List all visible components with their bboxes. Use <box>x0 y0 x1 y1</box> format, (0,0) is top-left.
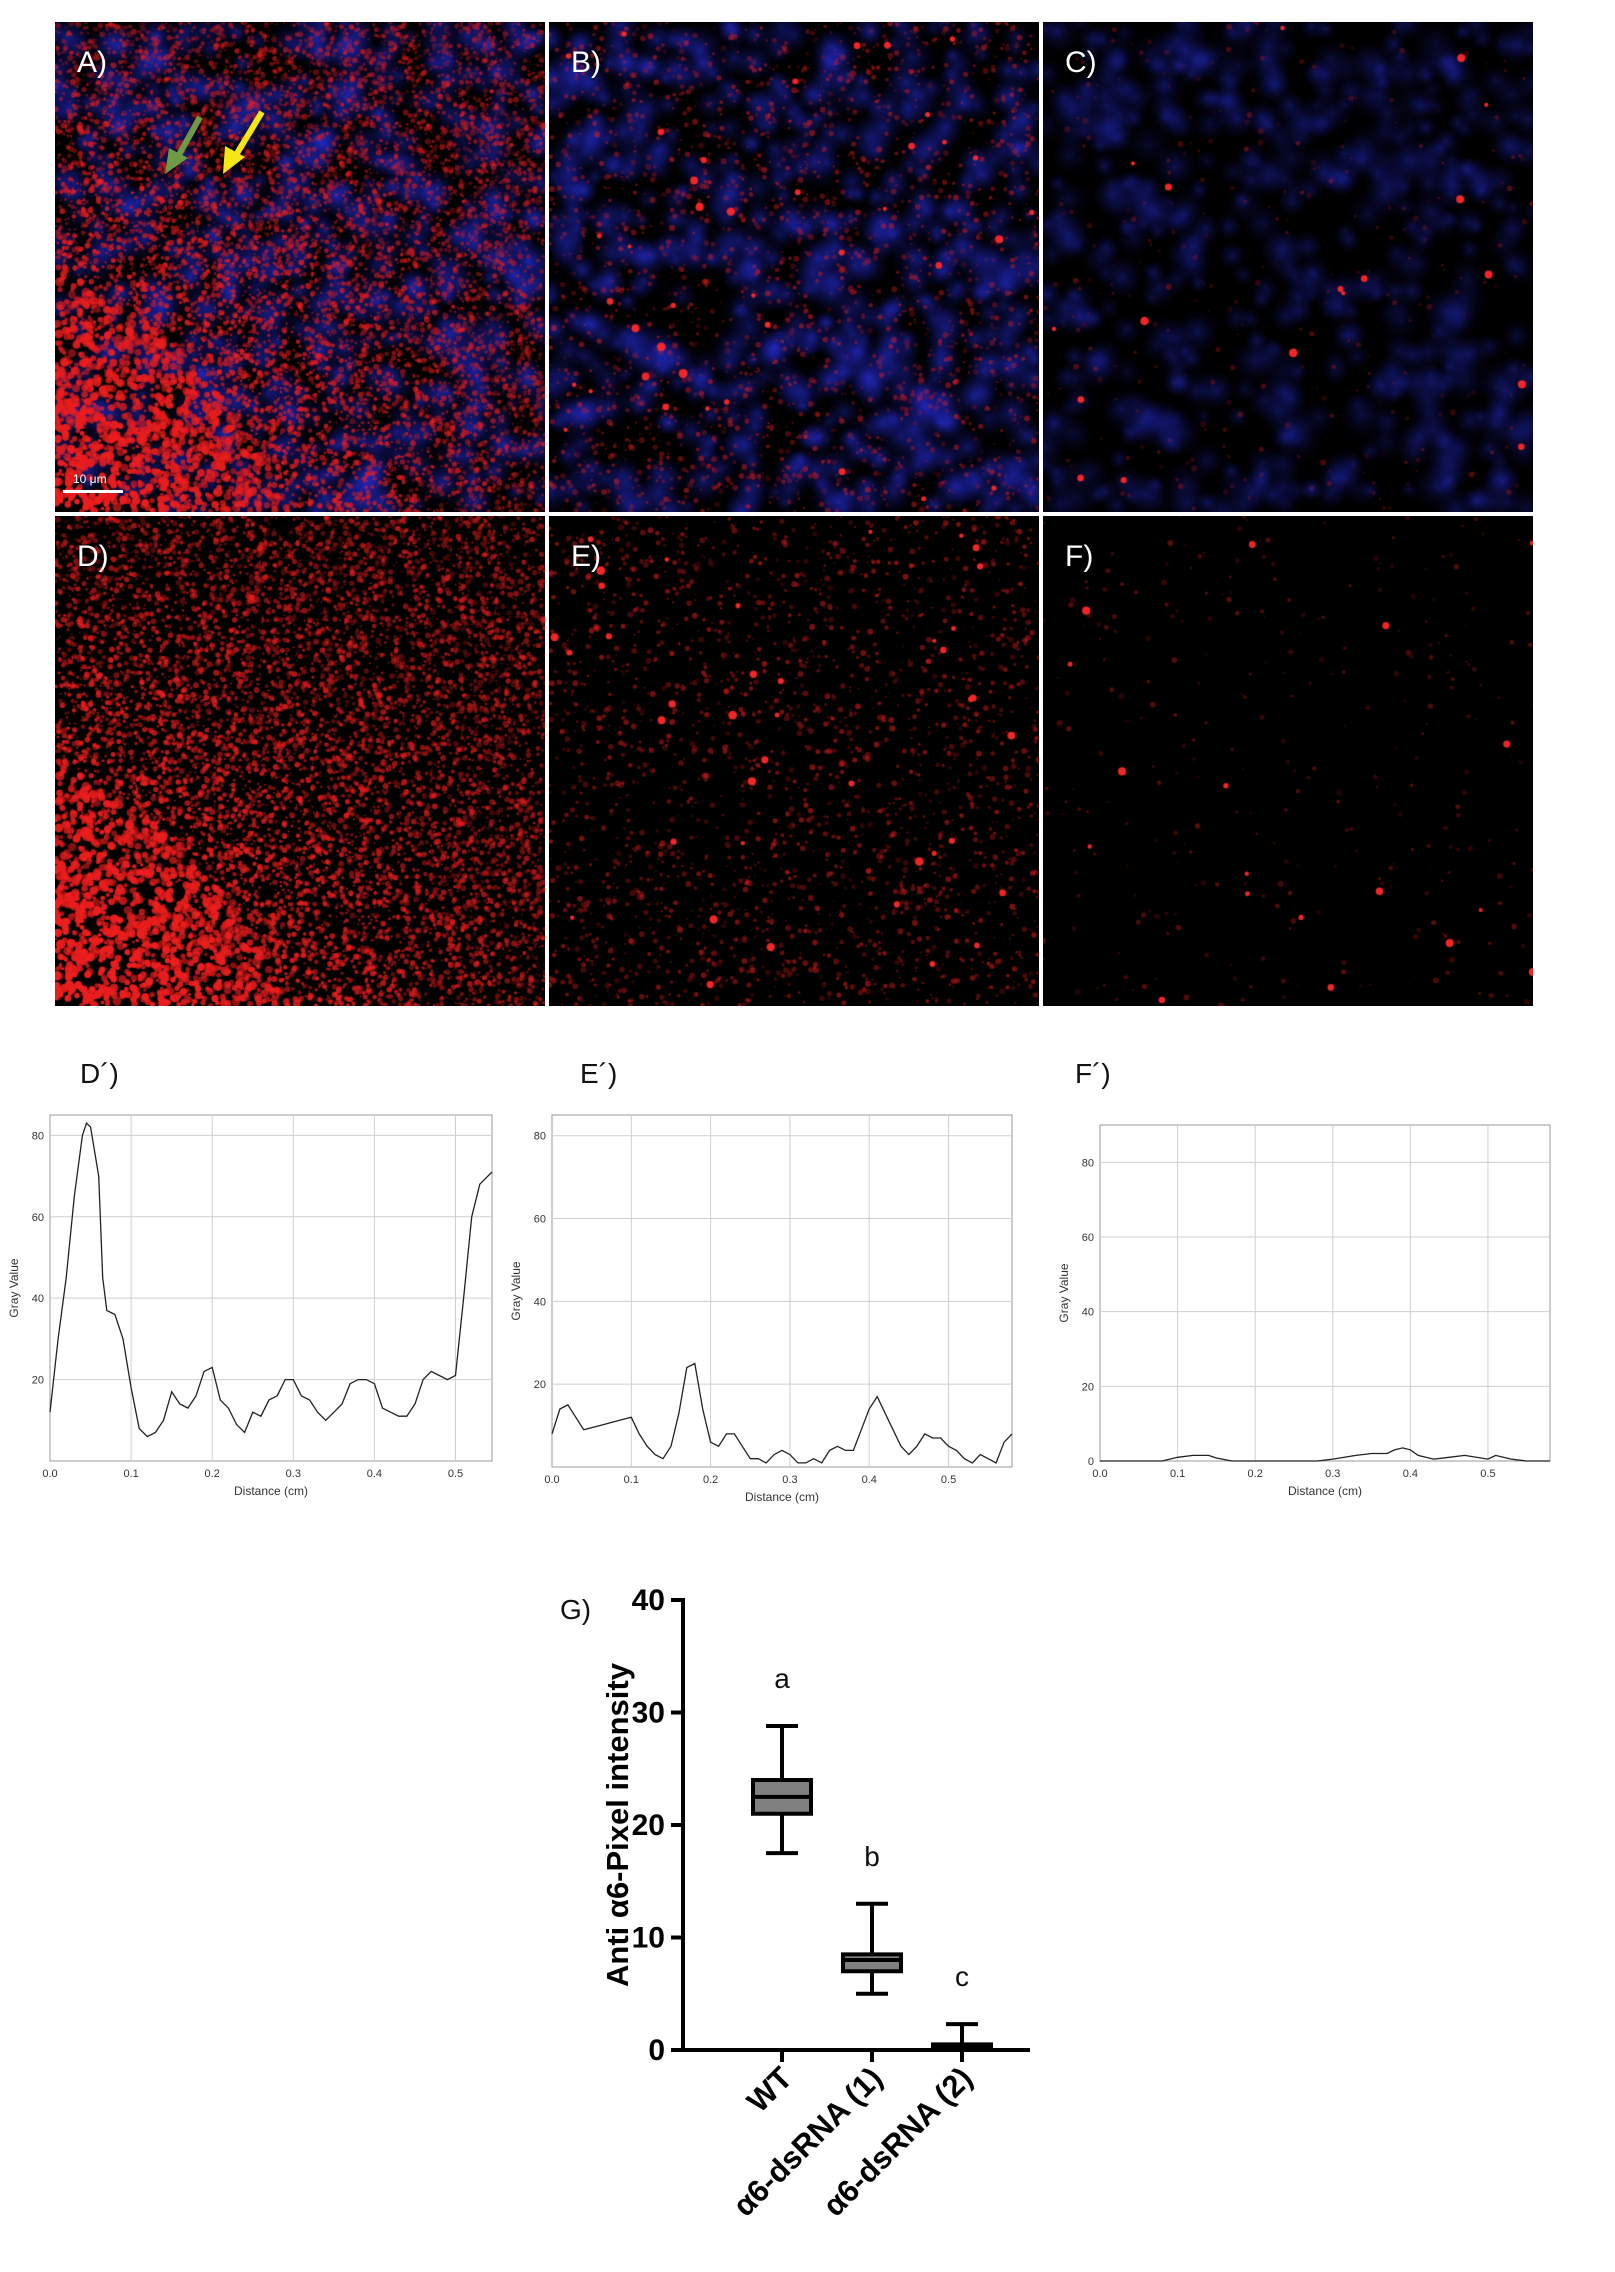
y-axis-label: Gray Value <box>510 1261 523 1320</box>
y-axis-label: Gray Value <box>1057 1263 1071 1322</box>
profile-chart-e: 0.0 0.1 0.2 0.3 0.4 0.5 20 40 60 80 Distance (cm) G… <box>510 1114 1013 1504</box>
plot-frame <box>49 1114 493 1462</box>
x-tick-label: 0.1 <box>123 1468 138 1480</box>
profile-line <box>49 1121 493 1438</box>
panel-label-a: A) <box>77 46 107 79</box>
x-tick-label: 0.5 <box>1480 1468 1495 1480</box>
x-tick-label: 0.0 <box>544 1474 559 1486</box>
profile-chart-d: 0.0 0.1 0.2 0.3 0.4 0.5 20 40 60 80 Distance (cm) G… <box>7 1114 493 1498</box>
micrograph-f <box>1043 516 1533 1006</box>
x-tick-label: 0.1 <box>624 1474 639 1486</box>
panel-d: D) <box>55 516 545 1006</box>
x-tick-label: 0.2 <box>703 1474 718 1486</box>
panel-b: B) <box>549 22 1039 512</box>
y-axis-label: Gray Value <box>7 1258 21 1317</box>
profile-label-d: D´) <box>80 1058 119 1089</box>
panel-label-c: C) <box>1065 46 1097 79</box>
profile-line <box>1100 1447 1550 1462</box>
profile-line <box>551 1362 1013 1464</box>
y-tick-label: 80 <box>1082 1157 1094 1169</box>
y-tick-label: 10 <box>632 1922 665 1955</box>
micrograph-b <box>549 22 1039 512</box>
panel-f: F) <box>1043 516 1533 1006</box>
y-axis-label: Anti α6-Pixel intensity <box>600 1662 635 1987</box>
profile-label-e: E´) <box>580 1058 618 1089</box>
panel-label-e: E) <box>571 540 601 573</box>
micrograph-a <box>55 22 545 512</box>
x-tick-label: 0.3 <box>782 1474 797 1486</box>
x-axis-label: Distance (cm) <box>234 1484 308 1498</box>
y-tick-label: 20 <box>1082 1381 1094 1393</box>
boxplot-label: G) <box>560 1594 592 1625</box>
profile-chart-f: 0.0 0.1 0.2 0.3 0.4 0.5 0 20 40 60 80 Distance (cm)… <box>1057 1124 1551 1498</box>
panel-label-d: D) <box>77 540 109 573</box>
y-tick-label: 40 <box>32 1293 44 1305</box>
x-tick-label: 0.3 <box>1325 1468 1340 1480</box>
y-tick-label: 20 <box>32 1375 44 1387</box>
x-tick-label: 0.4 <box>367 1468 382 1480</box>
significance-letter: a <box>774 1663 790 1694</box>
significance-letter: c <box>955 1961 969 1992</box>
y-tick-label: 20 <box>534 1379 546 1391</box>
x-tick-label: 0.2 <box>1248 1468 1263 1480</box>
x-tick-label: 0.0 <box>42 1468 57 1480</box>
green-arrow-icon <box>165 115 203 174</box>
profile-label-f: F´) <box>1075 1058 1111 1089</box>
y-tick-label: 0 <box>1088 1456 1094 1468</box>
panel-e: E) <box>549 516 1039 1006</box>
micrograph-c <box>1043 22 1533 512</box>
x-tick-label: 0.2 <box>205 1468 220 1480</box>
significance-letter: b <box>864 1841 880 1872</box>
x-tick-label: 0.4 <box>1403 1468 1418 1480</box>
micrograph-d <box>55 516 545 1006</box>
y-tick-label: 60 <box>32 1212 44 1224</box>
x-axis-label: Distance (cm) <box>1288 1484 1362 1498</box>
x-axis-label: Distance (cm) <box>745 1490 819 1504</box>
y-tick-label: 60 <box>1082 1232 1094 1244</box>
arrows-overlay <box>165 110 265 174</box>
x-tick-label: 0.5 <box>448 1468 463 1480</box>
scale-bar-label: 10 μm <box>73 472 107 486</box>
y-tick-label: 60 <box>534 1214 546 1226</box>
y-tick-label: 40 <box>534 1296 546 1308</box>
yellow-arrow-icon <box>223 110 265 174</box>
plot-frame <box>1099 1124 1551 1462</box>
x-tick-label: 0.3 <box>286 1468 301 1480</box>
box-body <box>841 1952 903 1974</box>
x-category-label: WT <box>740 2060 799 2119</box>
y-tick-label: 0 <box>648 2034 665 2067</box>
x-tick-label: 0.5 <box>941 1474 956 1486</box>
y-tick-label: 30 <box>632 1697 665 1730</box>
micrograph-e <box>549 516 1039 1006</box>
x-tick-label: 0.0 <box>1092 1468 1107 1480</box>
x-tick-label: 0.4 <box>862 1474 877 1486</box>
panel-label-f: F) <box>1065 540 1094 573</box>
y-tick-label: 80 <box>32 1130 44 1142</box>
y-tick-label: 80 <box>534 1131 546 1143</box>
y-tick-label: 40 <box>1082 1307 1094 1319</box>
y-tick-label: 40 <box>632 1584 665 1617</box>
x-tick-label: 0.1 <box>1170 1468 1185 1480</box>
plot-frame <box>551 1114 1013 1468</box>
panel-label-b: B) <box>571 46 601 79</box>
y-tick-label: 20 <box>632 1809 665 1842</box>
scale-bar <box>63 490 123 493</box>
panel-c: C) <box>1043 22 1533 512</box>
panel-a: A) 10 μm <box>55 22 545 512</box>
